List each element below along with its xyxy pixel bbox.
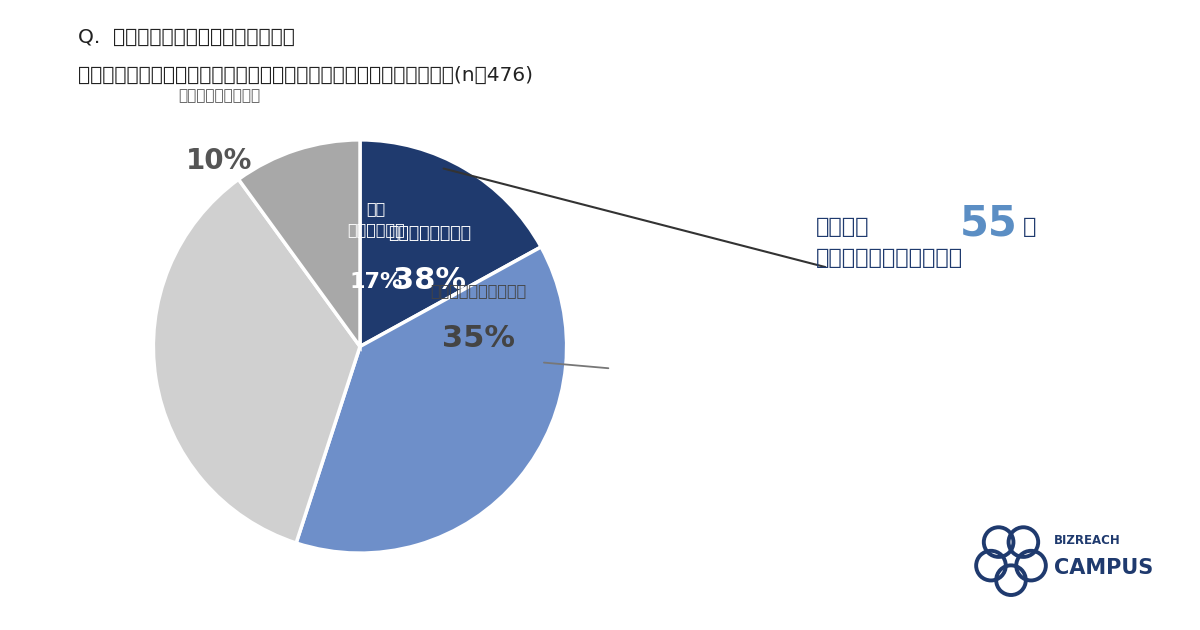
Wedge shape — [296, 247, 566, 553]
Text: 17%: 17% — [349, 272, 402, 292]
Text: やや意識している: やや意識している — [388, 224, 470, 242]
Text: 就活生の: 就活生の — [816, 217, 870, 237]
Text: ％: ％ — [1022, 217, 1036, 237]
Text: Q.  新卒で入社する会社を選ぶ際に、: Q. 新卒で入社する会社を選ぶ際に、 — [78, 28, 295, 47]
Text: 10%: 10% — [186, 147, 253, 175]
Text: 強く
意識している: 強く 意識している — [347, 202, 404, 238]
Wedge shape — [239, 140, 360, 347]
Text: 55: 55 — [960, 202, 1018, 244]
Text: 35%: 35% — [442, 324, 515, 353]
Wedge shape — [154, 180, 360, 543]
Text: あまり意識していない: あまり意識していない — [430, 283, 527, 298]
Text: CAMPUS: CAMPUS — [1054, 558, 1153, 578]
Text: 38%: 38% — [392, 266, 466, 295]
Text: 会社選び「転職」視野に: 会社選び「転職」視野に — [816, 248, 964, 268]
Text: 将来のキャリアのために転職することを視野に入れていますか？(n＝476): 将来のキャリアのために転職することを視野に入れていますか？(n＝476) — [78, 66, 533, 85]
Text: BIZREACH: BIZREACH — [1054, 534, 1121, 547]
Text: ほぼ意識していない: ほぼ意識していない — [179, 88, 260, 103]
Wedge shape — [360, 140, 541, 347]
